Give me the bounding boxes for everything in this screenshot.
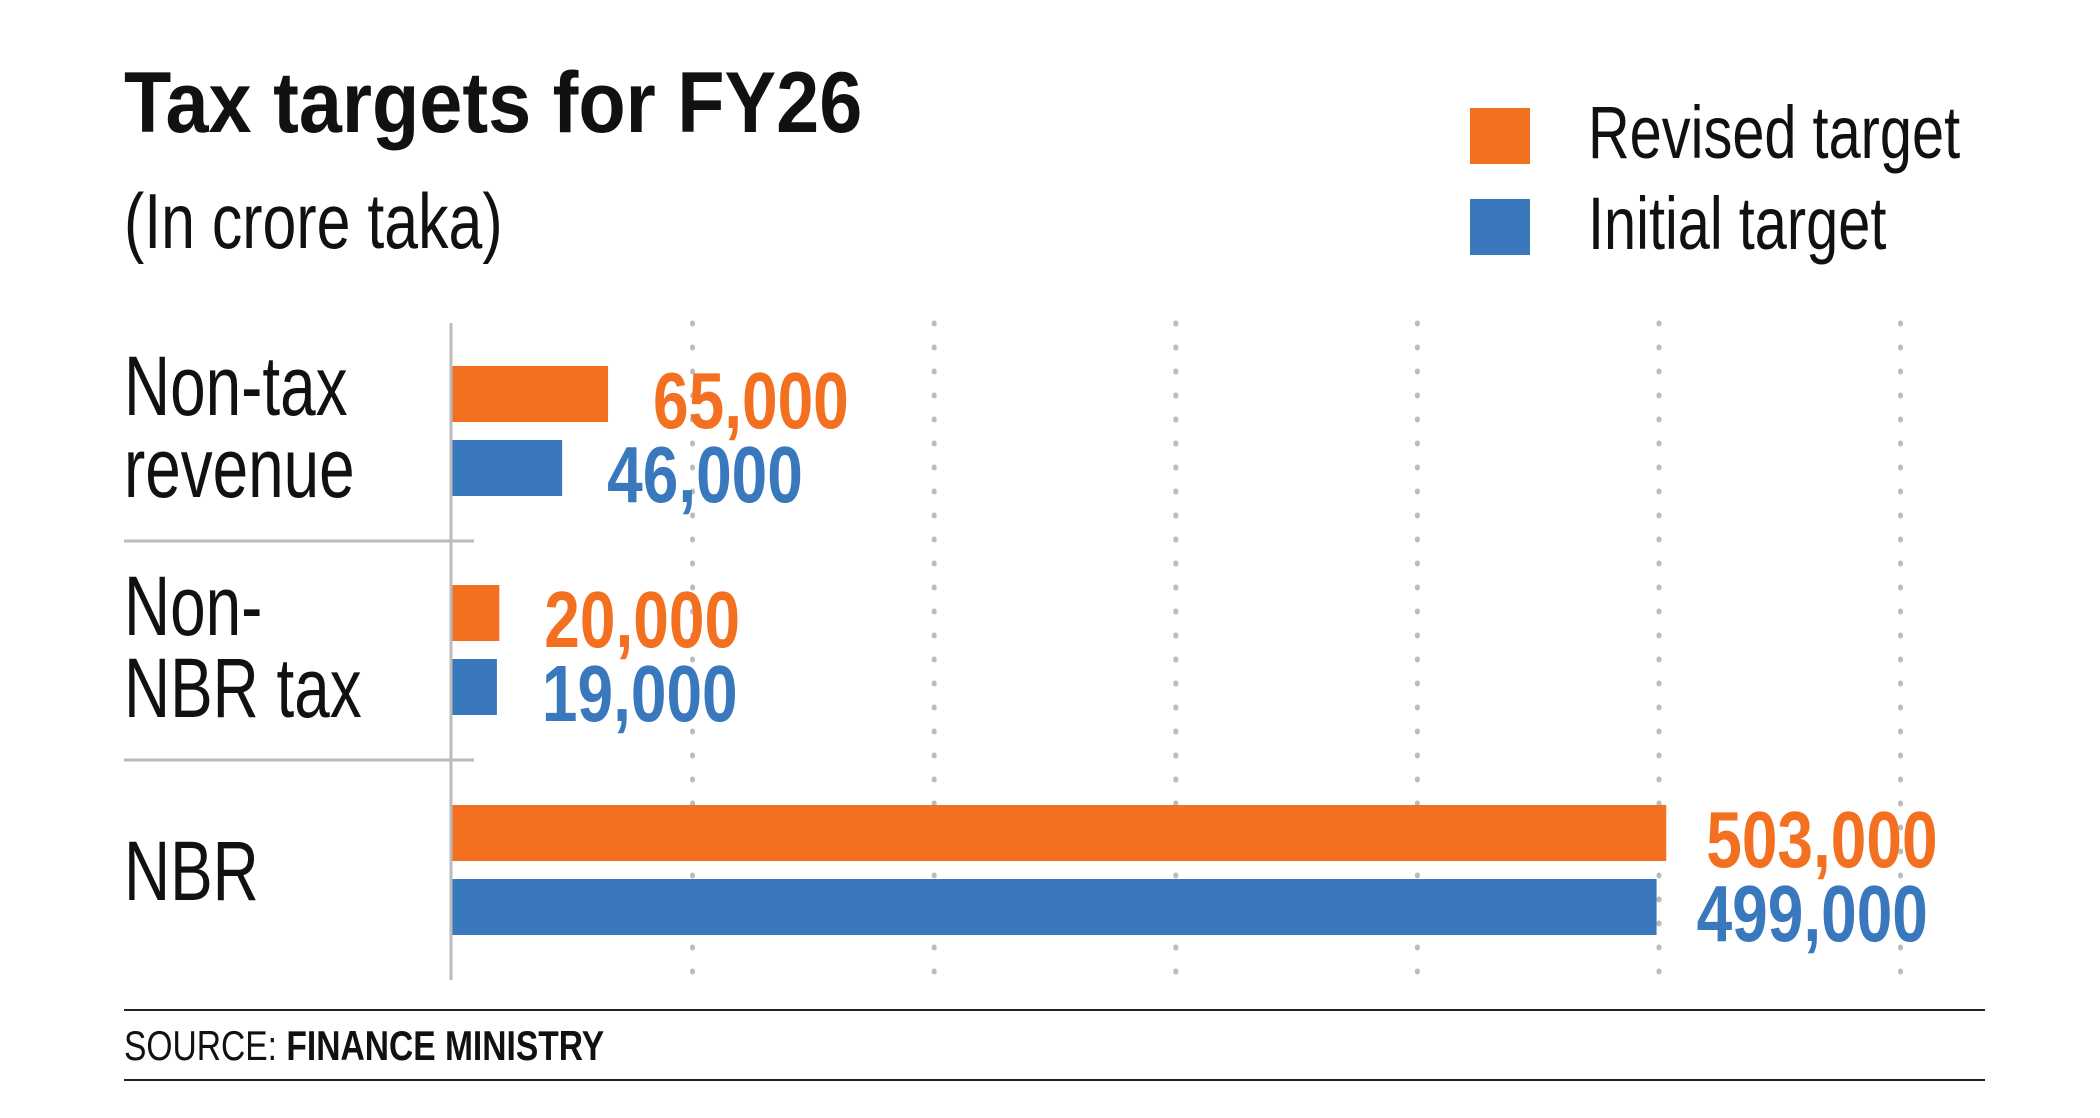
data-label: 19,000 — [542, 649, 738, 738]
chart-title: Tax targets for FY26 — [124, 55, 862, 151]
bar — [451, 440, 563, 496]
source-label: SOURCE: FINANCE MINISTRY — [124, 1024, 604, 1070]
legend-label: Initial target — [1588, 183, 1886, 266]
legend-swatch — [1470, 108, 1530, 164]
data-label: 46,000 — [607, 430, 803, 519]
legend-label: Revised target — [1588, 92, 1960, 175]
category-label: NBR tax — [124, 640, 362, 735]
category-label: revenue — [124, 420, 355, 515]
gridlines — [690, 320, 1904, 993]
data-label: 20,000 — [544, 575, 740, 664]
legend-swatch — [1470, 199, 1530, 255]
bar — [451, 879, 1657, 935]
category-label: Non-tax — [124, 338, 348, 433]
bar — [451, 366, 609, 422]
chart-subtitle: (In crore taka) — [124, 178, 503, 265]
category-label: Non- — [124, 558, 262, 653]
bar — [451, 805, 1667, 861]
data-label: 499,000 — [1697, 869, 1928, 958]
bar — [451, 659, 497, 715]
category-label: NBR — [124, 823, 259, 918]
bar — [451, 585, 500, 641]
data-label: 503,000 — [1706, 795, 1937, 884]
data-label: 65,000 — [653, 356, 849, 445]
